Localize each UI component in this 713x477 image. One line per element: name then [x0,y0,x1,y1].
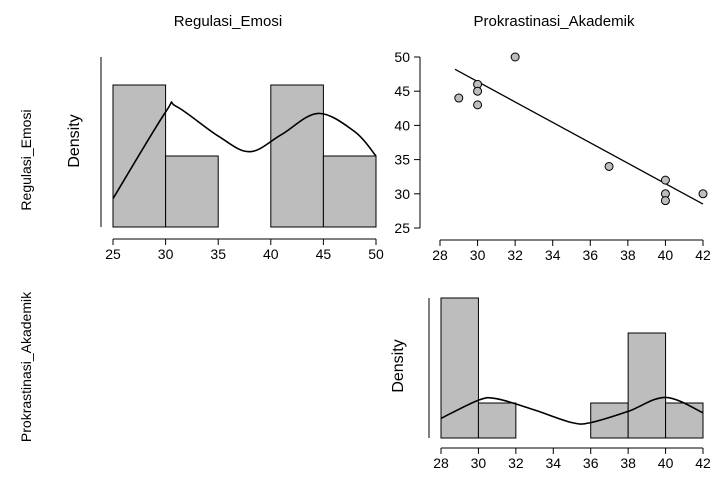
scatter-x-tick-label: 42 [695,247,711,263]
hist-prokrastinasi-x-tick-label: 34 [545,455,561,471]
hist-regulasi-x-tick-label: 40 [263,246,279,262]
scatter-y-tick-label: 50 [394,49,410,65]
hist-regulasi-bar [165,155,219,228]
scatter-y-tick-label: 25 [394,220,410,236]
scatter-y-tick-label: 40 [394,117,410,133]
scatter-x-tick-label: 34 [545,247,561,263]
hist-prokrastinasi-x-tick-label: 38 [620,455,636,471]
hist-prokrastinasi-x-tick-label: 42 [695,455,711,471]
hist-prokrastinasi-x-tick-label: 32 [508,455,524,471]
scatter-x-tick-label: 30 [470,247,486,263]
hist-prokrastinasi-x-tick-label: 28 [433,455,449,471]
hist-prokrastinasi-density-curve [440,396,704,425]
column-title-left: Regulasi_Emosi [174,13,282,30]
scatter-y-tick-label: 30 [394,186,410,202]
row-label-bottom: Prokrastinasi_Akademik [18,291,34,442]
hist-regulasi-x-tick-label: 30 [158,246,174,262]
hist-regulasi-x-tick-label: 35 [210,246,226,262]
scatter-regulasi-vs-prokrastinasi: 25 30 35 40 45 50 28 30 32 34 36 38 40 42 [394,49,711,263]
scatter-point [660,175,670,185]
hist-regulasi-x-tick-label: 50 [368,246,384,262]
scatter-x-tick-label: 40 [658,247,674,263]
scatter-point [510,52,520,62]
hist-prokrastinasi-bar [440,297,479,439]
scatter-x-tick-label: 32 [507,247,523,263]
row-label-top: Regulasi_Emosi [18,109,34,210]
hist-prokrastinasi-bar [477,402,517,439]
hist-regulasi-x-tick-label: 45 [316,246,332,262]
scatter-point [698,189,708,199]
histogram-regulasi-emosi: Density 25 30 35 40 45 50 [66,57,384,262]
scatter-x-tick-label: 36 [582,247,598,263]
scatter-point [473,100,483,110]
scatter-point [454,93,464,103]
scatter-y-tick-label: 35 [394,152,410,168]
scatter-y-tick-label: 45 [394,83,410,99]
hist-regulasi-x-tick-label: 25 [105,246,121,262]
hist-prokrastinasi-bar [665,402,704,439]
hist-prokrastinasi-x-tick-label: 36 [583,455,599,471]
density-axis-label-bottom: Density [390,339,407,392]
scatter-point [660,196,670,206]
scatter-x-tick-label: 28 [432,247,448,263]
hist-prokrastinasi-x-tick-label: 30 [471,455,487,471]
scatter-point [473,86,483,96]
scatter-point [604,161,614,171]
hist-regulasi-bar [322,155,377,228]
hist-regulasi-density-curve [112,101,377,200]
density-axis-label-top: Density [66,114,83,167]
scatter-x-tick-label: 38 [620,247,636,263]
hist-prokrastinasi-bar [627,332,667,439]
histogram-prokrastinasi-akademik: Density 28 30 32 34 36 38 40 42 [390,297,711,471]
hist-regulasi-bar [270,84,324,228]
hist-prokrastinasi-x-tick-label: 40 [658,455,674,471]
column-title-right: Prokrastinasi_Akademik [474,13,635,30]
